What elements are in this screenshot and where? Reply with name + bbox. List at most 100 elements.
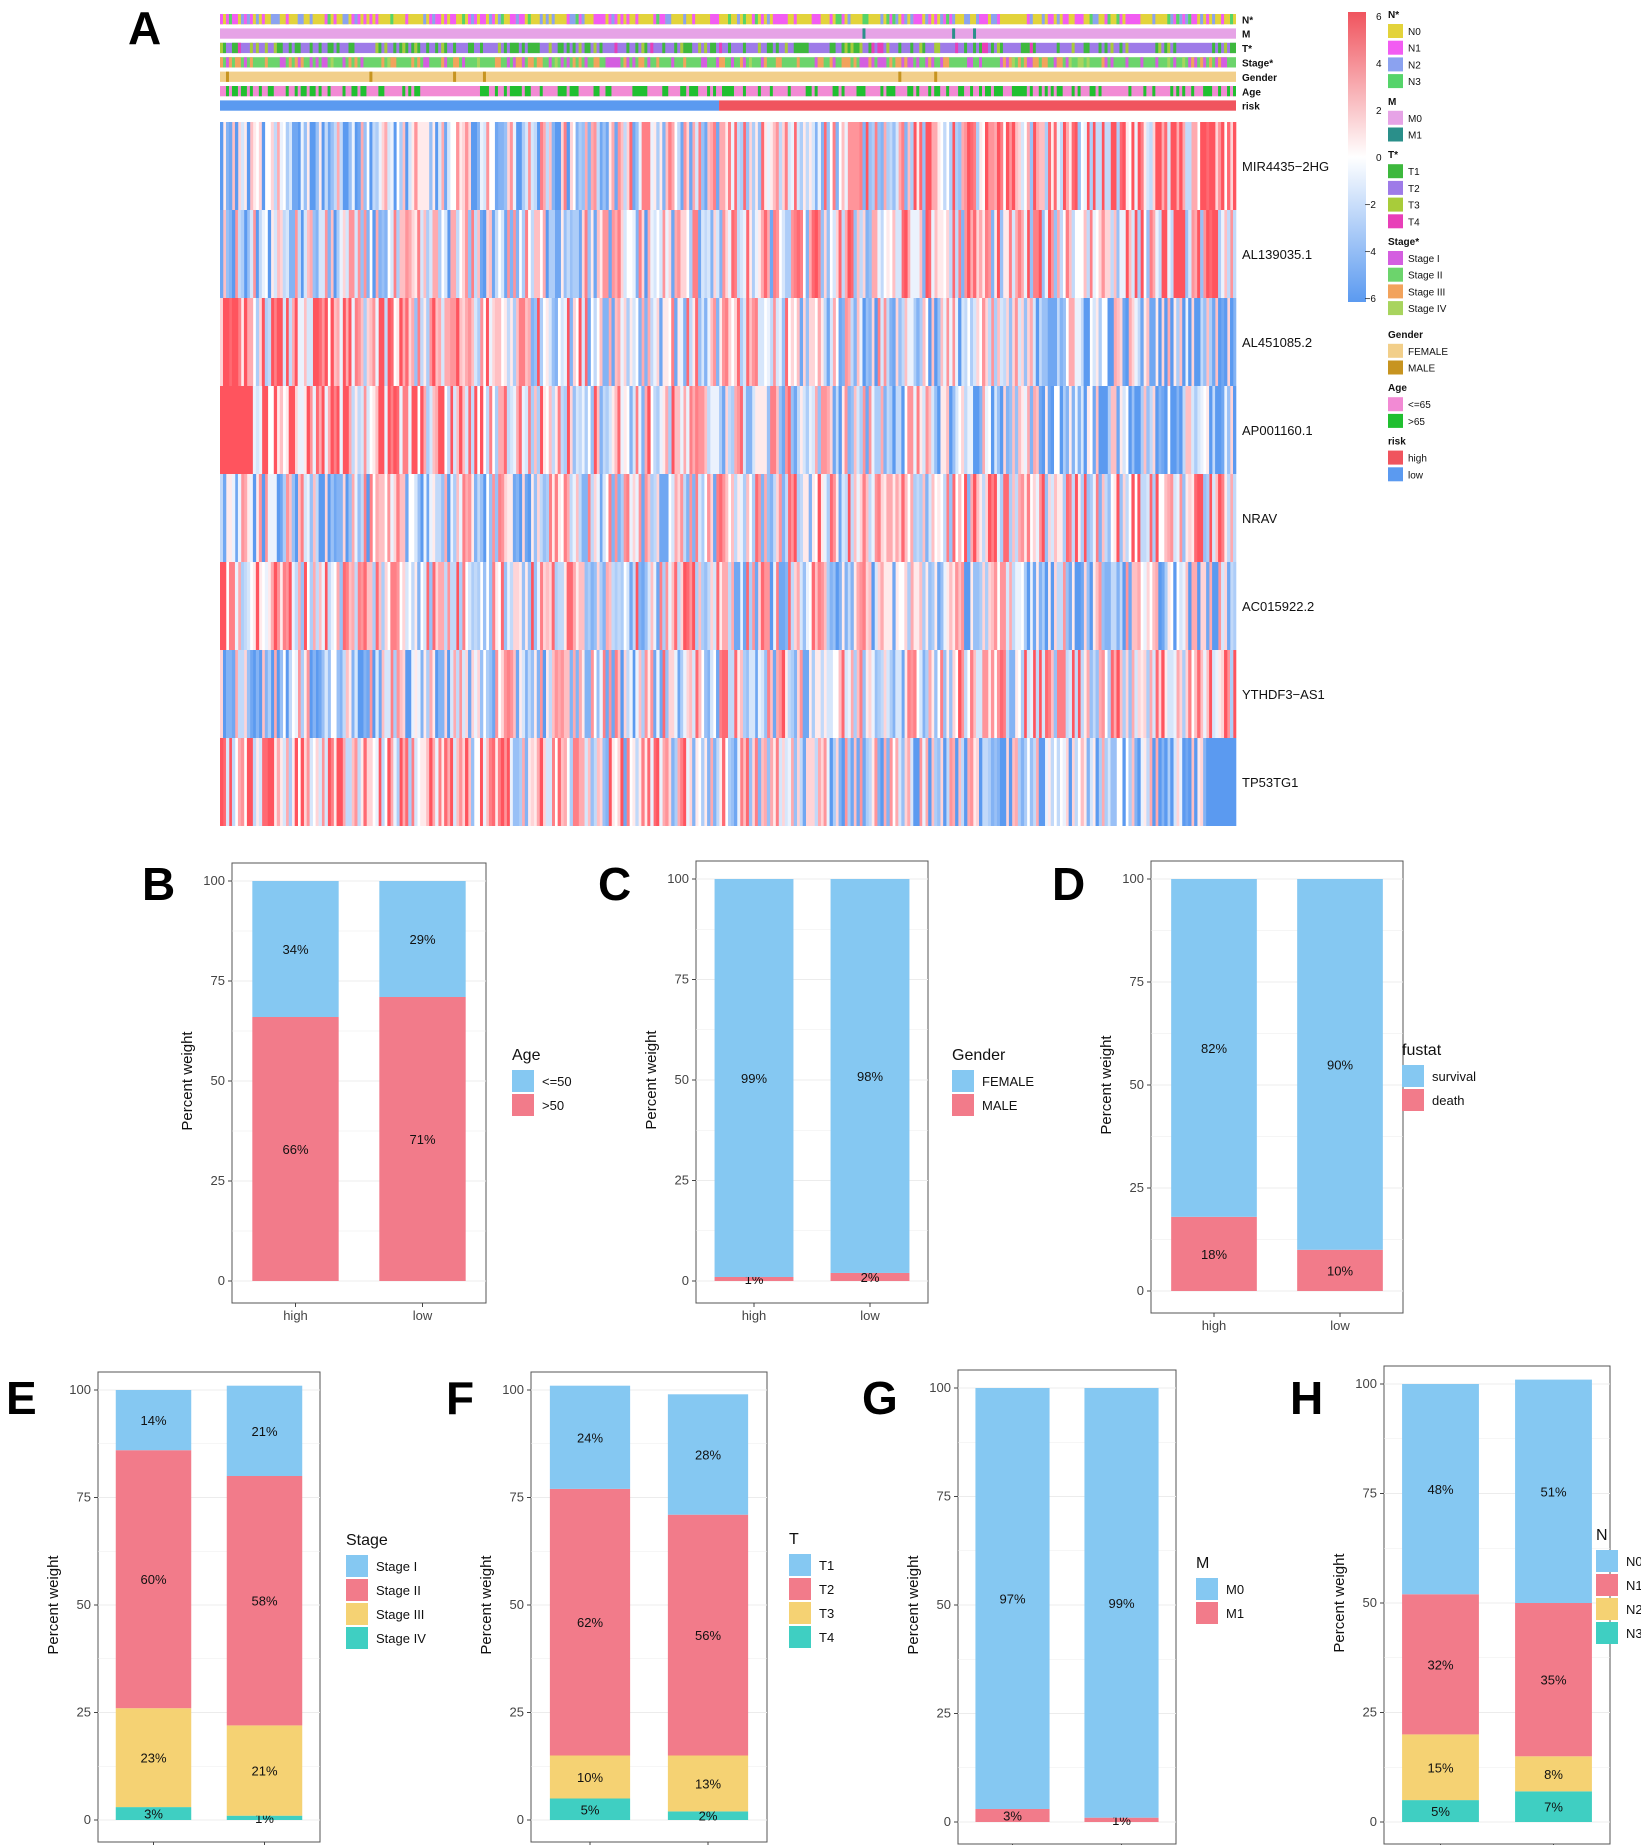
gene-label: AP001160.1 xyxy=(1242,423,1313,438)
heatmap-cells xyxy=(303,738,1204,826)
legend-swatch xyxy=(1388,180,1403,195)
heatmap-cells xyxy=(225,738,1177,826)
y-tick-label: 75 xyxy=(211,973,225,988)
bar-segment--50 xyxy=(379,997,466,1281)
heatmap-cells xyxy=(829,738,1237,826)
y-tick-label: 25 xyxy=(1130,1180,1144,1195)
bar-segment--50 xyxy=(252,881,339,1017)
data-label: 2% xyxy=(699,1809,718,1824)
heatmap-cells xyxy=(524,738,1207,826)
panel-label: E xyxy=(6,1372,37,1424)
legend-swatch xyxy=(1388,74,1403,89)
bar-segment-n1 xyxy=(1402,1594,1479,1735)
y-tick-label: 25 xyxy=(1363,1705,1377,1720)
legend-label: >50 xyxy=(542,1098,564,1113)
y-tick-label: 0 xyxy=(682,1273,689,1288)
heatmap-row xyxy=(220,650,1237,738)
scale-tick-label: 6 xyxy=(1376,12,1382,23)
bar-segment-stage-ii xyxy=(226,1476,303,1726)
heatmap-cells xyxy=(530,298,1237,386)
legend-swatch xyxy=(1388,164,1403,179)
y-tick-label: 0 xyxy=(1137,1283,1144,1298)
legend-label: FEMALE xyxy=(1408,347,1448,358)
data-label: 34% xyxy=(282,942,308,957)
heatmap-cells xyxy=(279,210,1111,298)
heatmap-row xyxy=(220,122,1237,210)
y-tick-label: 0 xyxy=(218,1273,225,1288)
annotation-track-gender xyxy=(220,71,1236,82)
legend-label: N2 xyxy=(1408,60,1421,71)
legend-swatch xyxy=(1388,214,1403,229)
heatmap-cells xyxy=(220,298,1231,386)
heatmap-cells xyxy=(862,298,1234,386)
annotation-label: N* xyxy=(1242,15,1253,26)
bar-segment-n0 xyxy=(1402,1384,1479,1595)
bar-segment-t1 xyxy=(667,1394,749,1515)
bar-segment--50 xyxy=(252,1017,339,1281)
annotation-track-t xyxy=(220,42,1237,54)
y-tick-label: 100 xyxy=(667,871,689,886)
bar-segment-stage-iv xyxy=(226,1815,303,1820)
data-label: 32% xyxy=(1427,1657,1453,1672)
legend-label: Stage I xyxy=(1408,254,1440,265)
legend-label: death xyxy=(1432,1093,1465,1108)
data-label: 24% xyxy=(577,1430,603,1445)
bar-segment-stage-ii xyxy=(115,1450,192,1709)
y-tick-label: 100 xyxy=(1355,1376,1377,1391)
legend-label: Stage III xyxy=(376,1607,424,1622)
y-tick-label: 50 xyxy=(77,1597,91,1612)
legend-swatch xyxy=(1388,110,1403,125)
legend-label: M0 xyxy=(1408,114,1422,125)
heatmap-cells xyxy=(237,650,1096,738)
legend-label: M1 xyxy=(1226,1606,1244,1621)
bar-segment-stage-i xyxy=(226,1385,303,1476)
data-label: 82% xyxy=(1201,1041,1227,1056)
y-tick-label: 75 xyxy=(1363,1486,1377,1501)
y-tick-label: 75 xyxy=(675,972,689,987)
data-label: 5% xyxy=(1431,1804,1450,1819)
gene-label: TP53TG1 xyxy=(1242,775,1298,790)
bar-segment-n2 xyxy=(1515,1756,1592,1792)
legend-label: N0 xyxy=(1626,1554,1641,1569)
y-tick-label: 0 xyxy=(1370,1814,1377,1829)
legend-label: T4 xyxy=(1408,217,1420,228)
heatmap-cells xyxy=(220,386,675,474)
annotation-cells xyxy=(220,42,1228,54)
bar-segment-t2 xyxy=(549,1488,631,1756)
heatmap-cells xyxy=(240,562,1237,650)
legend-m: M M0 M1 xyxy=(1388,97,1422,142)
legend-t: T* T1 T2 T3 T4 xyxy=(1388,150,1420,229)
legend-label: T2 xyxy=(819,1582,834,1597)
y-tick-label: 0 xyxy=(944,1814,951,1829)
legend-label: Stage III xyxy=(1408,287,1445,298)
bar-segment-stage-iv xyxy=(115,1807,192,1820)
data-label: 21% xyxy=(251,1764,277,1779)
y-tick-label: 25 xyxy=(937,1706,951,1721)
legend-label: >65 xyxy=(1408,417,1425,428)
x-tick-label: high xyxy=(283,1308,308,1323)
legend-label: MALE xyxy=(1408,364,1436,375)
data-label: 62% xyxy=(577,1615,603,1630)
data-label: 71% xyxy=(409,1132,435,1147)
data-label: 23% xyxy=(140,1751,166,1766)
legend-label: T1 xyxy=(819,1558,834,1573)
y-axis-label: Percent weight xyxy=(905,1555,922,1655)
heatmap-cells xyxy=(297,650,1231,738)
annotation-label: Gender xyxy=(1242,73,1277,84)
scale-tick-label: 4 xyxy=(1376,59,1382,70)
legend-swatch xyxy=(1388,301,1403,316)
scale-tick-label: −4 xyxy=(1365,247,1377,258)
legend-swatch xyxy=(1196,1602,1218,1624)
y-tick-label: 75 xyxy=(1130,974,1144,989)
legend-title: N* xyxy=(1388,10,1399,21)
panel-label: F xyxy=(446,1372,474,1424)
data-label: 14% xyxy=(140,1413,166,1428)
legend-swatch xyxy=(1388,360,1403,375)
legend-label: <=65 xyxy=(1408,400,1431,411)
heatmap-row xyxy=(220,386,1237,474)
heatmap-cells xyxy=(417,562,1120,650)
scale-tick-label: −2 xyxy=(1365,200,1377,211)
legend-label: Stage IV xyxy=(376,1631,426,1646)
legend-title: M xyxy=(1196,1555,1209,1572)
